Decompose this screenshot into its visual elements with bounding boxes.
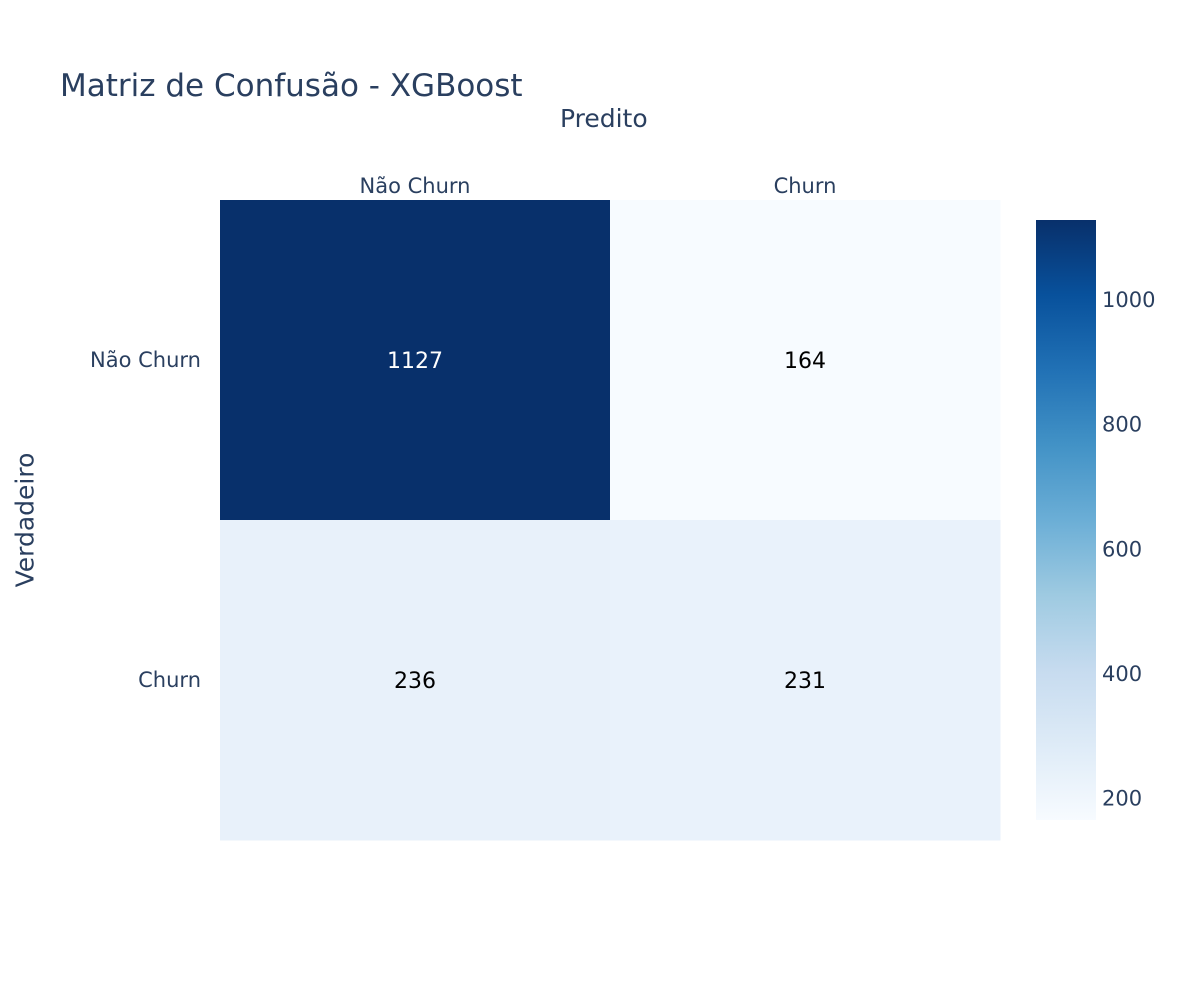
colorbar-tick-label: 600	[1102, 537, 1142, 561]
cell-value-label: 231	[784, 669, 826, 694]
heatmap-cell	[610, 520, 1001, 841]
heatmap-cell	[220, 200, 611, 521]
heatmap-cell	[610, 200, 1001, 521]
heatmap-cell	[220, 520, 611, 841]
cell-value-label: 1127	[387, 349, 443, 374]
cell-value-label: 236	[394, 669, 436, 694]
colorbar-tick-label: 200	[1102, 787, 1142, 811]
colorbar	[1036, 220, 1096, 820]
chart-title: Matriz de Confusão - XGBoost	[60, 68, 523, 104]
x-tick-label: Não Churn	[360, 174, 471, 198]
colorbar-tick-label: 1000	[1102, 288, 1155, 312]
cell-value-label: 164	[784, 349, 826, 374]
y-tick-label: Não Churn	[90, 348, 201, 372]
colorbar-tick-label: 400	[1102, 662, 1142, 686]
y-tick-label: Churn	[138, 668, 201, 692]
colorbar-tick-label: 800	[1102, 413, 1142, 437]
x-axis-title: Predito	[560, 104, 648, 133]
x-tick-label: Churn	[774, 174, 837, 198]
